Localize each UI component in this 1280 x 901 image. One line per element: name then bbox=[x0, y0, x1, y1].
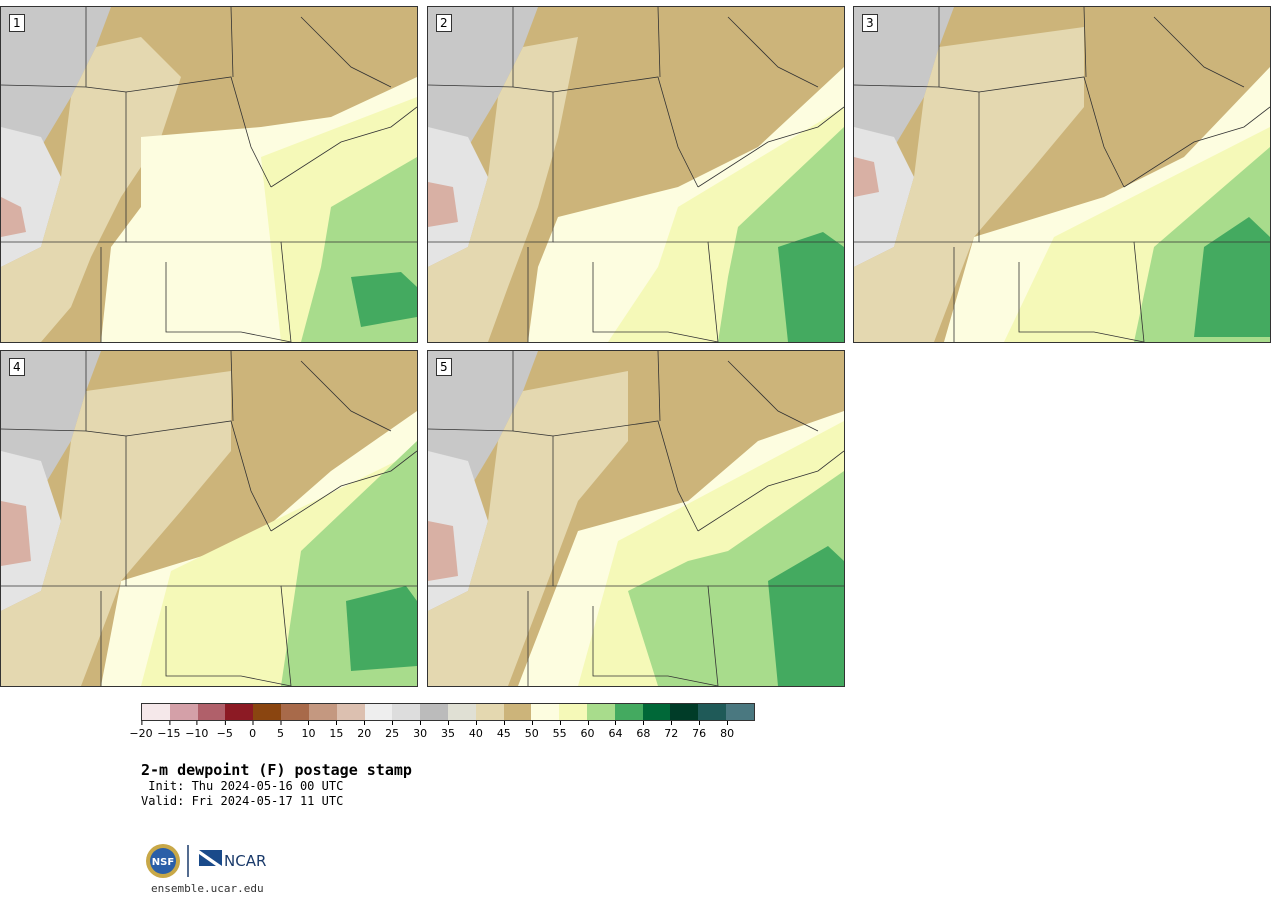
valid-time: Valid: Fri 2024-05-17 11 UTC bbox=[141, 794, 344, 808]
nsf-ncar-logo: NSF NCAR bbox=[146, 844, 266, 878]
colorbar-tick-label: 76 bbox=[692, 721, 706, 740]
colorbar-swatch bbox=[225, 704, 254, 720]
map-panel-4: 4 bbox=[0, 350, 418, 687]
logos: NSF NCAR bbox=[144, 842, 274, 880]
ncar-logo-text: NCAR bbox=[224, 852, 266, 870]
panel-number: 5 bbox=[436, 358, 452, 376]
colorbar-swatch bbox=[503, 704, 532, 720]
colorbar-tick-label: 30 bbox=[413, 721, 427, 740]
chart-title: 2-m dewpoint (F) postage stamp bbox=[141, 761, 412, 779]
dewpoint-map bbox=[854, 7, 1270, 342]
colorbar-tick-label: 55 bbox=[553, 721, 567, 740]
colorbar-tick-label: 60 bbox=[581, 721, 595, 740]
colorbar-swatch bbox=[392, 704, 421, 720]
colorbar-swatch bbox=[308, 704, 337, 720]
init-time: Init: Thu 2024-05-16 00 UTC bbox=[141, 779, 344, 793]
colorbar-swatch bbox=[614, 704, 643, 720]
colorbar-tick-label: 35 bbox=[441, 721, 455, 740]
colorbar-tick-label: 50 bbox=[525, 721, 539, 740]
colorbar-tick-label: 40 bbox=[469, 721, 483, 740]
colorbar-tick-label: 10 bbox=[301, 721, 315, 740]
colorbar-swatch bbox=[420, 704, 448, 720]
colorbar-swatch bbox=[642, 704, 671, 720]
colorbar-swatch bbox=[726, 704, 754, 720]
colorbar-tick-label: 72 bbox=[664, 721, 678, 740]
site-url: ensemble.ucar.edu bbox=[151, 882, 264, 895]
colorbar-tick-label: 15 bbox=[329, 721, 343, 740]
colorbar-swatch bbox=[253, 704, 282, 720]
colorbar-tick-label: −20 bbox=[129, 721, 153, 740]
colorbar-swatch bbox=[698, 704, 727, 720]
colorbar-swatch bbox=[336, 704, 365, 720]
map-panel-5: 5 bbox=[427, 350, 845, 687]
colorbar-tick-label: 45 bbox=[497, 721, 511, 740]
map-panel-1: 1 bbox=[0, 6, 418, 343]
map-panel-2: 2 bbox=[427, 6, 845, 343]
colorbar-swatch bbox=[364, 704, 393, 720]
colorbar-swatch bbox=[447, 704, 476, 720]
colorbar-tick-label: −5 bbox=[217, 721, 233, 740]
colorbar-tick-label: 25 bbox=[385, 721, 399, 740]
colorbar-tick-label: 64 bbox=[608, 721, 622, 740]
colorbar-swatch bbox=[670, 704, 699, 720]
colorbar-swatch bbox=[531, 704, 560, 720]
colorbar-tick-label: 0 bbox=[249, 721, 256, 740]
colorbar-tick-label: −15 bbox=[157, 721, 181, 740]
panel-number: 4 bbox=[9, 358, 25, 376]
colorbar-tick-label: 68 bbox=[636, 721, 650, 740]
nsf-logo-text: NSF bbox=[152, 857, 174, 868]
dewpoint-map bbox=[1, 7, 417, 342]
colorbar-swatch bbox=[142, 704, 170, 720]
dewpoint-map bbox=[428, 351, 844, 686]
colorbar-tick-label: −10 bbox=[185, 721, 208, 740]
panel-number: 3 bbox=[862, 14, 878, 32]
map-panel-3: 3 bbox=[853, 6, 1271, 343]
panel-number: 1 bbox=[9, 14, 25, 32]
colorbar-swatch bbox=[559, 704, 587, 720]
colorbar-swatch bbox=[587, 704, 615, 720]
colorbar-swatch bbox=[169, 704, 198, 720]
colorbar-swatch bbox=[475, 704, 504, 720]
colorbar-tick-label: 20 bbox=[357, 721, 371, 740]
colorbar bbox=[141, 703, 755, 721]
colorbar-swatch bbox=[281, 704, 309, 720]
colorbar-tick-label: 80 bbox=[720, 721, 734, 740]
colorbar-tick-label: 5 bbox=[277, 721, 284, 740]
colorbar-swatch bbox=[197, 704, 226, 720]
dewpoint-map bbox=[1, 351, 417, 686]
panel-number: 2 bbox=[436, 14, 452, 32]
dewpoint-map bbox=[428, 7, 844, 342]
colorbar-ticks: −20 −15 −10 −5 0 5 10 15 20 25 30 35 40 45 50 55 60 64 68 7… bbox=[129, 721, 755, 742]
